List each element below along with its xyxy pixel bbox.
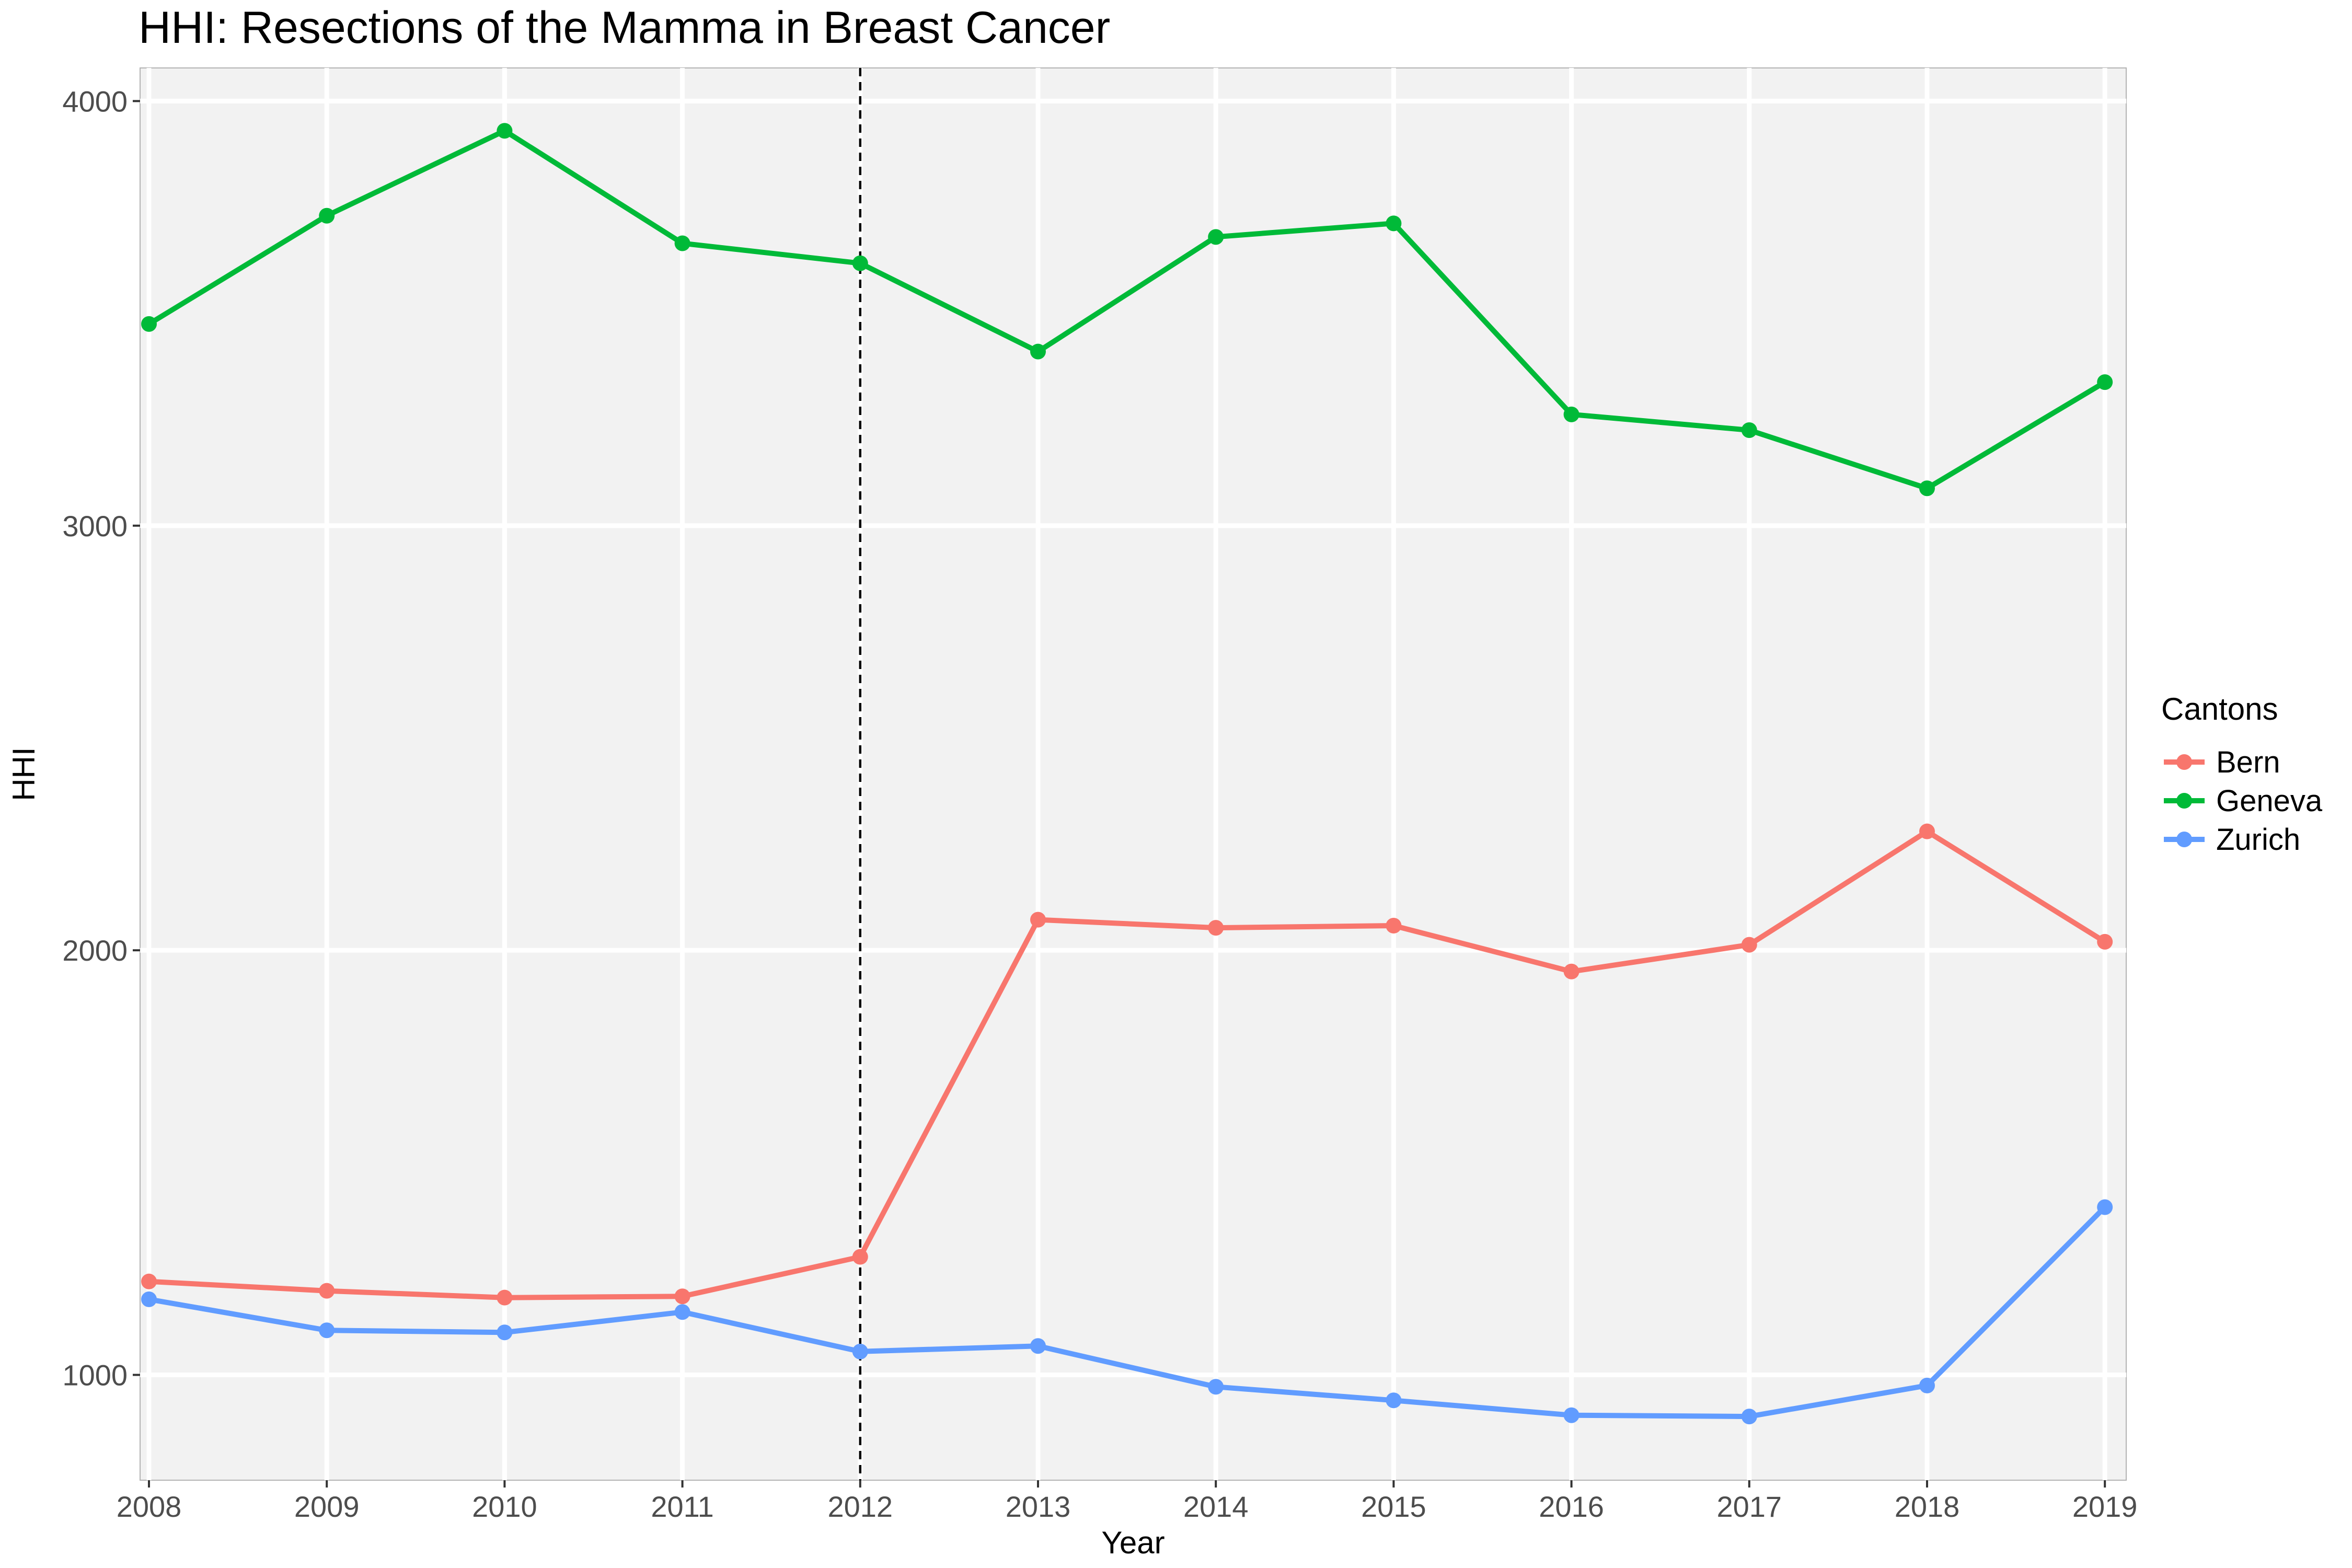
data-point-bern (2097, 933, 2113, 950)
data-point-geneva (1741, 422, 1757, 438)
legend-key-point-geneva (2176, 793, 2192, 809)
series-line-zurich (148, 1205, 2107, 1420)
y-axis-ticks: 1000 2000 3000 4000 (62, 85, 140, 1392)
legend-key-point-zurich (2176, 832, 2192, 847)
y-tick-label: 4000 (62, 85, 128, 118)
data-point-geneva (1386, 215, 1402, 232)
data-point-geneva (1919, 480, 1935, 497)
x-tick-label: 2011 (651, 1490, 713, 1523)
y-axis-label: HHI (6, 747, 41, 801)
data-point-geneva (1030, 343, 1046, 360)
data-point-zurich (141, 1291, 157, 1307)
x-tick-label: 2017 (1716, 1490, 1782, 1523)
legend-title: Cantons (2161, 691, 2278, 727)
data-point-geneva (1563, 406, 1579, 422)
data-point-geneva (852, 255, 868, 271)
y-tick-label: 2000 (62, 934, 128, 967)
y-tick-label: 1000 (62, 1359, 128, 1392)
data-point-bern (674, 1288, 690, 1305)
data-point-geneva (319, 207, 335, 224)
x-tick-label: 2012 (828, 1490, 893, 1523)
x-tick-label: 2019 (2072, 1490, 2138, 1523)
data-point-zurich (852, 1343, 868, 1359)
data-point-bern (1741, 937, 1757, 953)
y-tick-label: 3000 (62, 510, 128, 543)
chart-title: HHI: Resections of the Mamma in Breast C… (139, 3, 1110, 53)
x-tick-label: 2013 (1006, 1490, 1071, 1523)
data-point-bern (1030, 912, 1046, 928)
data-point-geneva (1208, 229, 1224, 245)
x-tick-label: 2008 (117, 1490, 182, 1523)
legend-key-point-bern (2176, 754, 2192, 770)
legend-label-zurich: Zurich (2216, 823, 2300, 857)
data-point-zurich (319, 1322, 335, 1339)
data-point-bern (319, 1283, 335, 1299)
data-point-bern (1919, 823, 1935, 839)
x-tick-label: 2016 (1539, 1490, 1604, 1523)
data-point-geneva (2097, 374, 2113, 390)
data-point-bern (852, 1249, 868, 1265)
data-point-zurich (1741, 1409, 1757, 1425)
series-line-bern (148, 828, 2106, 1300)
data-point-zurich (1919, 1377, 1935, 1393)
data-point-bern (1386, 918, 1402, 934)
legend-label-bern: Bern (2216, 745, 2280, 779)
data-point-zurich (1386, 1392, 1402, 1409)
series-lines (147, 128, 2107, 1420)
x-axis-ticks: 2008 2009 2010 2011 2012 2013 2014 2015 2016 2017… (117, 1480, 2138, 1523)
x-tick-label: 2015 (1361, 1490, 1426, 1523)
data-point-zurich (1208, 1379, 1224, 1395)
x-tick-label: 2018 (1895, 1490, 1960, 1523)
grid-lines (140, 68, 2126, 1480)
data-point-geneva (497, 123, 513, 139)
data-point-bern (497, 1289, 513, 1306)
data-point-bern (141, 1273, 157, 1289)
data-point-geneva (674, 235, 690, 251)
data-point-zurich (497, 1324, 513, 1341)
x-tick-label: 2009 (294, 1490, 360, 1523)
data-point-zurich (674, 1304, 690, 1320)
plot-panel (140, 67, 2127, 1481)
x-axis-label: Year (1101, 1525, 1165, 1560)
legend: Cantons Bern Geneva Zurich (2161, 691, 2323, 857)
data-point-zurich (1030, 1338, 1046, 1354)
series-points (141, 123, 2113, 1425)
legend-label-geneva: Geneva (2216, 784, 2323, 818)
series-line-geneva (147, 128, 2106, 491)
data-point-geneva (141, 316, 157, 332)
x-tick-label: 2014 (1183, 1490, 1249, 1523)
data-point-zurich (1563, 1407, 1579, 1423)
x-tick-label: 2010 (472, 1490, 537, 1523)
data-point-bern (1563, 963, 1579, 979)
data-point-zurich (2097, 1199, 2113, 1215)
data-point-bern (1208, 920, 1224, 936)
